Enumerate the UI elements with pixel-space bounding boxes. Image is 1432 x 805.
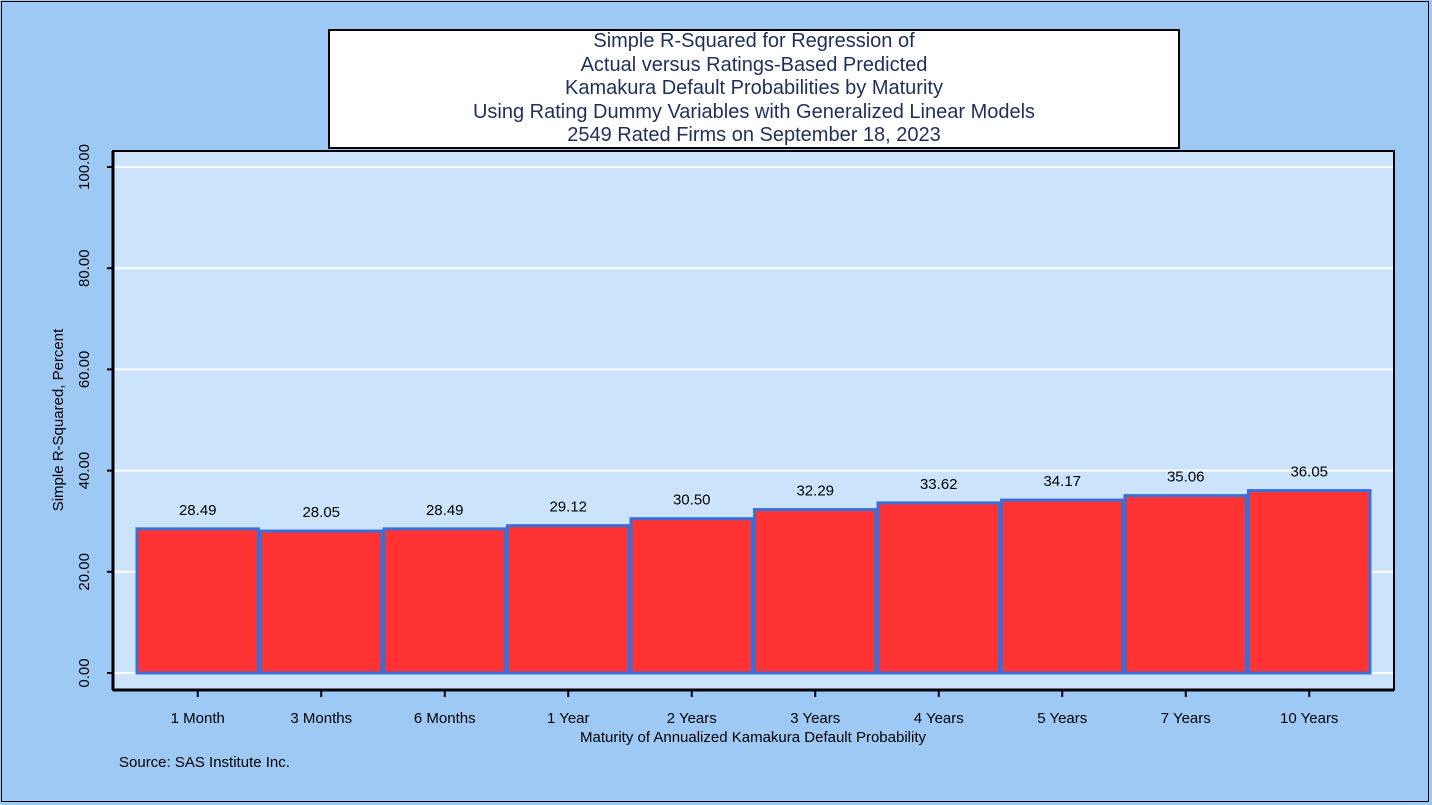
- y-tick-label: 80.00: [76, 249, 93, 287]
- bar: [629, 517, 754, 675]
- chart-title-box: Simple R-Squared for Regression of Actua…: [328, 29, 1180, 149]
- x-tick-label: 5 Years: [1037, 710, 1087, 727]
- data-label: 34.17: [1043, 473, 1081, 490]
- source-note: Source: SAS Institute Inc.: [119, 754, 290, 771]
- bar: [1247, 489, 1372, 675]
- bar: [382, 527, 507, 675]
- x-tick-label: 6 Months: [414, 710, 476, 727]
- bar: [1000, 498, 1125, 675]
- data-label: 36.05: [1290, 464, 1328, 481]
- bar: [135, 527, 260, 675]
- title-line-4: Using Rating Dummy Variables with Genera…: [472, 100, 1036, 123]
- y-tick-label: 0.00: [76, 658, 93, 687]
- data-label: 35.06: [1167, 469, 1205, 486]
- x-tick-label: 3 Months: [290, 710, 352, 727]
- y-tick-label: 20.00: [76, 553, 93, 591]
- title-line-1: Simple R-Squared for Regression of: [593, 30, 915, 53]
- title-line-2: Actual versus Ratings-Based Predicted: [580, 53, 928, 76]
- title-line-5: 2549 Rated Firms on September 18, 2023: [567, 124, 941, 147]
- x-tick-label: 7 Years: [1161, 710, 1211, 727]
- bar: [876, 501, 1001, 675]
- data-label: 33.62: [920, 476, 958, 493]
- data-label: 28.05: [302, 504, 340, 521]
- y-axis-title: Simple R-Squared, Percent: [50, 328, 67, 511]
- y-tick-label: 40.00: [76, 452, 93, 490]
- x-axis-title: Maturity of Annualized Kamakura Default …: [580, 729, 927, 746]
- data-label: 28.49: [179, 502, 217, 519]
- title-line-3: Kamakura Default Probabilities by Maturi…: [565, 77, 943, 100]
- x-tick-label: 4 Years: [914, 710, 964, 727]
- y-tick-label: 60.00: [76, 351, 93, 389]
- data-label: 32.29: [796, 483, 834, 500]
- bar: [259, 529, 384, 675]
- x-tick-label: 2 Years: [667, 710, 717, 727]
- y-tick-label: 100.00: [76, 144, 93, 190]
- data-label: 30.50: [673, 492, 711, 509]
- data-label: 28.49: [426, 502, 464, 519]
- data-label: 29.12: [549, 499, 587, 516]
- x-tick-label: 3 Years: [790, 710, 840, 727]
- x-tick-label: 1 Month: [171, 710, 225, 727]
- x-tick-label: 10 Years: [1280, 710, 1338, 727]
- bar: [753, 508, 878, 675]
- bar: [506, 524, 631, 675]
- x-tick-label: 1 Year: [547, 710, 590, 727]
- bar: [1123, 494, 1248, 675]
